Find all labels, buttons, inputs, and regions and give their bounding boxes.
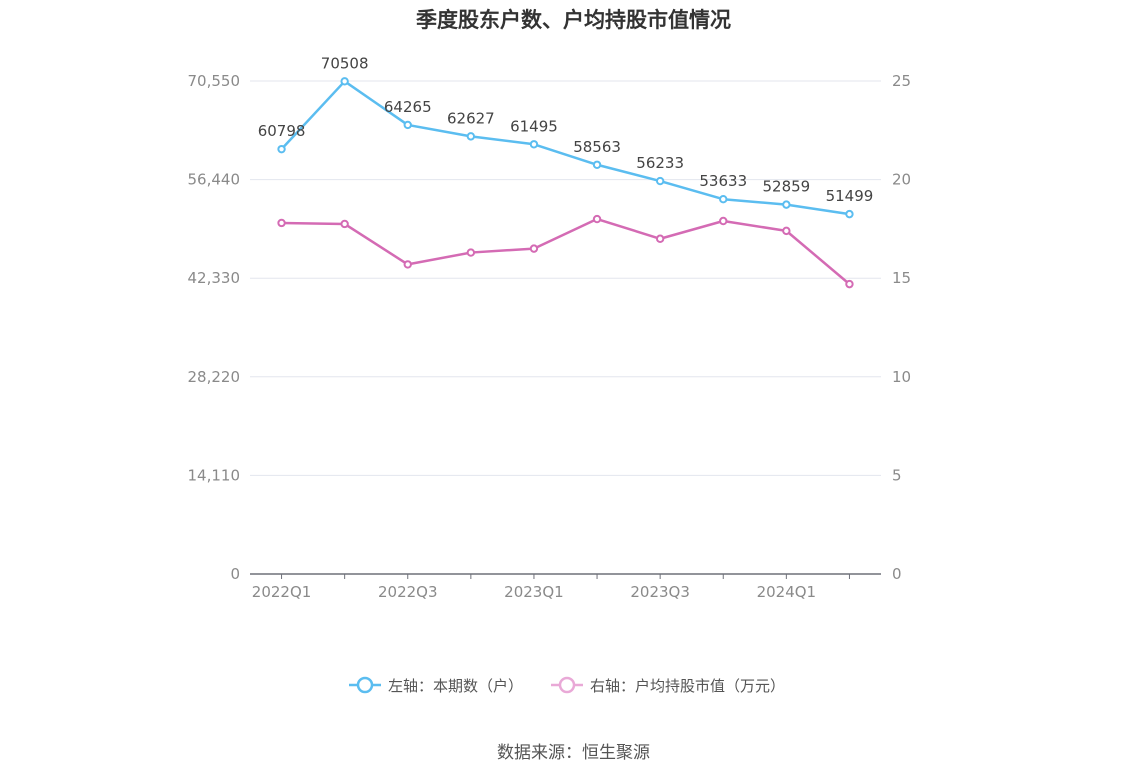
left-axis-tick: 14,110: [188, 466, 241, 484]
data-point-right: [403, 260, 412, 269]
data-point-right: [466, 248, 476, 257]
data-point-right: [340, 219, 349, 229]
data-point-right: [845, 279, 854, 289]
data-point-left: [403, 120, 412, 130]
data-point-left: [277, 144, 286, 154]
data-point-left: [655, 176, 665, 186]
right-axis-tick: 10: [892, 368, 911, 386]
x-axis-tick-label: 2024Q1: [757, 583, 817, 601]
data-label: 56233: [636, 154, 684, 172]
data-source: 数据来源：恒生聚源: [497, 743, 650, 763]
left-axis-tick: 28,220: [188, 368, 241, 386]
data-label: 53633: [699, 172, 747, 190]
data-label: 61495: [510, 117, 558, 135]
right-axis-tick: 20: [892, 171, 911, 189]
x-axis-tick-label: 2023Q1: [504, 583, 564, 601]
data-point-left: [782, 200, 791, 209]
data-point-right: [782, 226, 791, 236]
chart-title: 季度股东户数、户均持股市值情况: [416, 8, 731, 32]
data-point-left: [340, 77, 349, 86]
x-axis-tick-label: 2022Q1: [252, 583, 312, 601]
data-point-right: [592, 214, 602, 224]
legend-marker-left: [356, 676, 374, 694]
data-label: 64265: [384, 98, 432, 116]
data-label: 62627: [447, 109, 495, 127]
data-label: 70508: [321, 54, 369, 72]
legend-marker-right: [558, 676, 576, 694]
legend-label-left: 左轴：本期数（户）: [388, 677, 523, 695]
data-point-left: [466, 132, 476, 141]
legend-label-right: 右轴：户均持股市值（万元）: [590, 677, 785, 695]
data-point-right: [655, 234, 665, 243]
x-axis-tick-label: 2023Q3: [630, 583, 690, 601]
left-axis-tick: 0: [230, 565, 240, 583]
data-point-left: [592, 160, 602, 169]
x-axis-tick-label: 2022Q3: [378, 583, 438, 601]
data-label: 58563: [573, 138, 621, 156]
right-axis-tick: 15: [892, 269, 911, 287]
data-point-right: [277, 218, 286, 228]
data-point-left: [845, 209, 854, 219]
data-label: 60798: [258, 122, 306, 140]
right-axis-tick: 0: [892, 565, 902, 583]
data-point-left: [719, 195, 728, 204]
data-point-left: [529, 140, 539, 149]
right-axis-tick: 25: [892, 72, 911, 90]
series-line-right: [281, 217, 851, 286]
right-axis-tick: 5: [892, 466, 902, 484]
series-line-left: [280, 80, 850, 216]
data-label: 52859: [762, 178, 810, 196]
left-axis-tick: 56,440: [188, 171, 241, 189]
left-axis-tick: 42,330: [188, 269, 241, 287]
data-point-right: [719, 216, 728, 226]
left-axis-tick: 70,550: [188, 72, 241, 90]
data-point-right: [529, 244, 539, 253]
data-label: 51499: [826, 187, 874, 205]
